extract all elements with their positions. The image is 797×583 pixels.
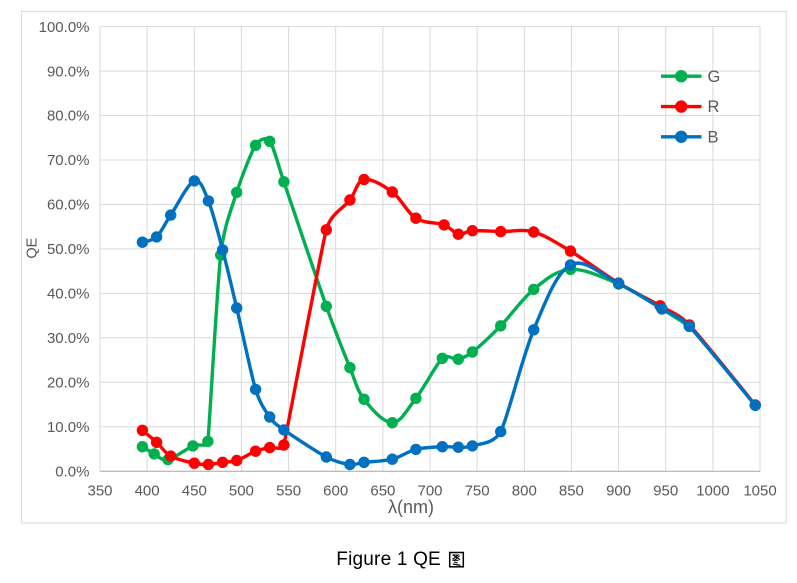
svg-text:600: 600 (323, 483, 348, 500)
svg-text:10.0%: 10.0% (47, 419, 90, 436)
svg-text:60.0%: 60.0% (47, 197, 90, 214)
svg-text:QE: QE (25, 237, 41, 258)
svg-text:650: 650 (370, 483, 395, 500)
svg-text:40.0%: 40.0% (47, 286, 90, 303)
svg-text:80.0%: 80.0% (47, 108, 90, 125)
svg-text:B: B (708, 128, 719, 146)
svg-text:λ(nm): λ(nm) (388, 497, 434, 517)
svg-text:30.0%: 30.0% (47, 330, 90, 347)
svg-text:20.0%: 20.0% (47, 375, 90, 392)
svg-text:450: 450 (182, 483, 207, 500)
svg-text:950: 950 (653, 483, 678, 500)
svg-text:800: 800 (512, 483, 537, 500)
svg-text:700: 700 (417, 483, 442, 500)
svg-text:100.0%: 100.0% (39, 19, 90, 36)
svg-text:1050: 1050 (743, 483, 776, 500)
svg-text:50.0%: 50.0% (47, 241, 90, 258)
svg-text:750: 750 (465, 483, 490, 500)
svg-text:R: R (708, 98, 720, 116)
svg-text:0.0%: 0.0% (55, 463, 89, 480)
svg-text:Figure 1 QE: Figure 1 QE (336, 549, 441, 570)
svg-text:400: 400 (135, 483, 160, 500)
svg-text:90.0%: 90.0% (47, 63, 90, 80)
svg-text:850: 850 (559, 483, 584, 500)
svg-text:1000: 1000 (696, 483, 729, 500)
svg-text:G: G (708, 68, 721, 86)
svg-text:550: 550 (276, 483, 301, 500)
svg-text:500: 500 (229, 483, 254, 500)
svg-text:350: 350 (87, 483, 112, 500)
svg-text:70.0%: 70.0% (47, 152, 90, 169)
svg-text:900: 900 (606, 483, 631, 500)
